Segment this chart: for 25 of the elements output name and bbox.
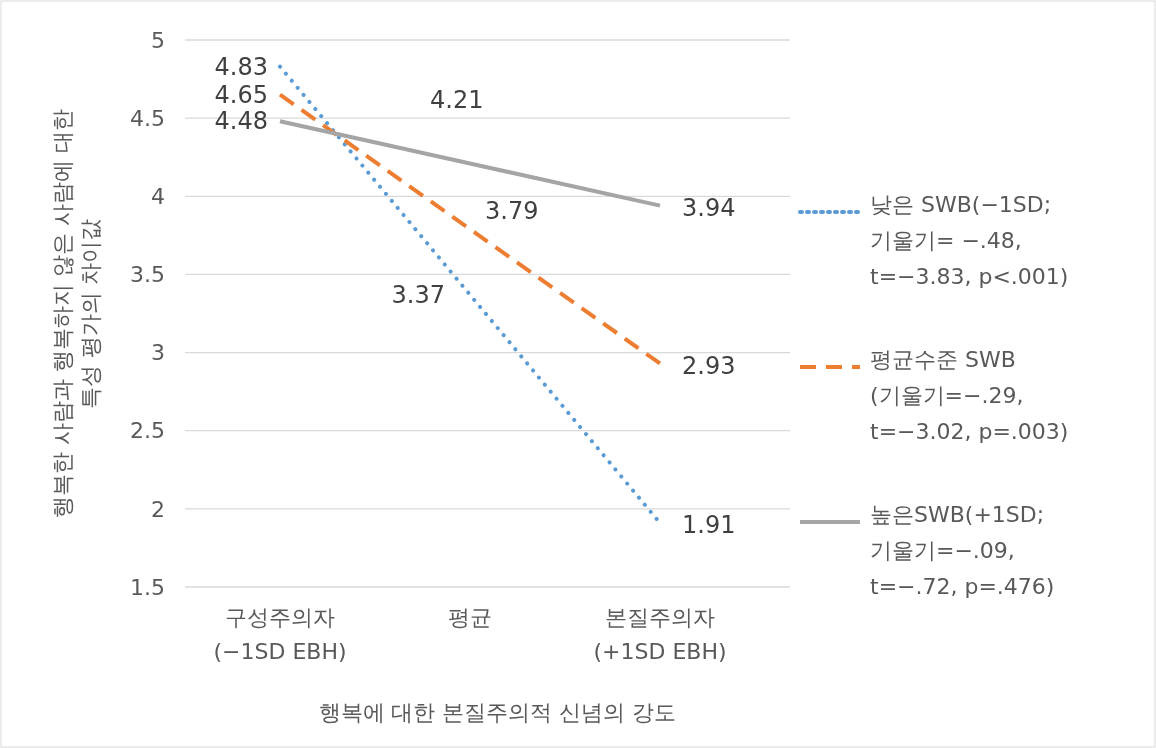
data-label: 4.48 xyxy=(214,107,268,136)
data-label: 4.65 xyxy=(214,80,268,109)
y-tick-label: 2.5 xyxy=(130,418,165,444)
x-tick-label: 평균 xyxy=(448,605,492,630)
data-label: 2.93 xyxy=(682,351,736,380)
data-label: 3.37 xyxy=(391,280,445,309)
y-tick-label: 3.5 xyxy=(130,262,165,288)
x-tick-label: 본질주의자 (+1SD EBH) xyxy=(593,605,727,664)
y-tick-label: 3 xyxy=(151,340,165,366)
y-tick-label: 2 xyxy=(151,496,165,522)
data-label: 4.21 xyxy=(430,86,484,115)
legend-label: 낮은 SWB(−1SD; 기울기= −.48, t=−3.83, p<.001) xyxy=(870,192,1069,289)
x-tick-label: 구성주의자 (−1SD EBH) xyxy=(213,605,347,664)
data-label: 3.79 xyxy=(485,197,539,226)
legend-label: 평균수준 SWB (기울기=−.29, t=−3.02, p=.003) xyxy=(870,347,1069,444)
y-tick-label: 4.5 xyxy=(130,105,165,131)
y-tick-label: 5 xyxy=(151,27,165,53)
data-label: 4.83 xyxy=(214,52,268,81)
x-axis-title: 행복에 대한 본질주의적 신념의 강도 xyxy=(318,700,677,725)
data-label: 1.91 xyxy=(682,510,736,539)
y-tick-label: 4 xyxy=(151,183,165,209)
y-axis-title: 행복한 사람과 행복하지 않은 사람에 대한 특성 평가의 차이값 xyxy=(50,109,103,518)
data-label: 3.94 xyxy=(682,193,736,222)
legend-label: 높은SWB(+1SD; 기울기=−.09, t=−.72, p=.476) xyxy=(870,502,1055,599)
y-tick-label: 1.5 xyxy=(130,574,165,600)
